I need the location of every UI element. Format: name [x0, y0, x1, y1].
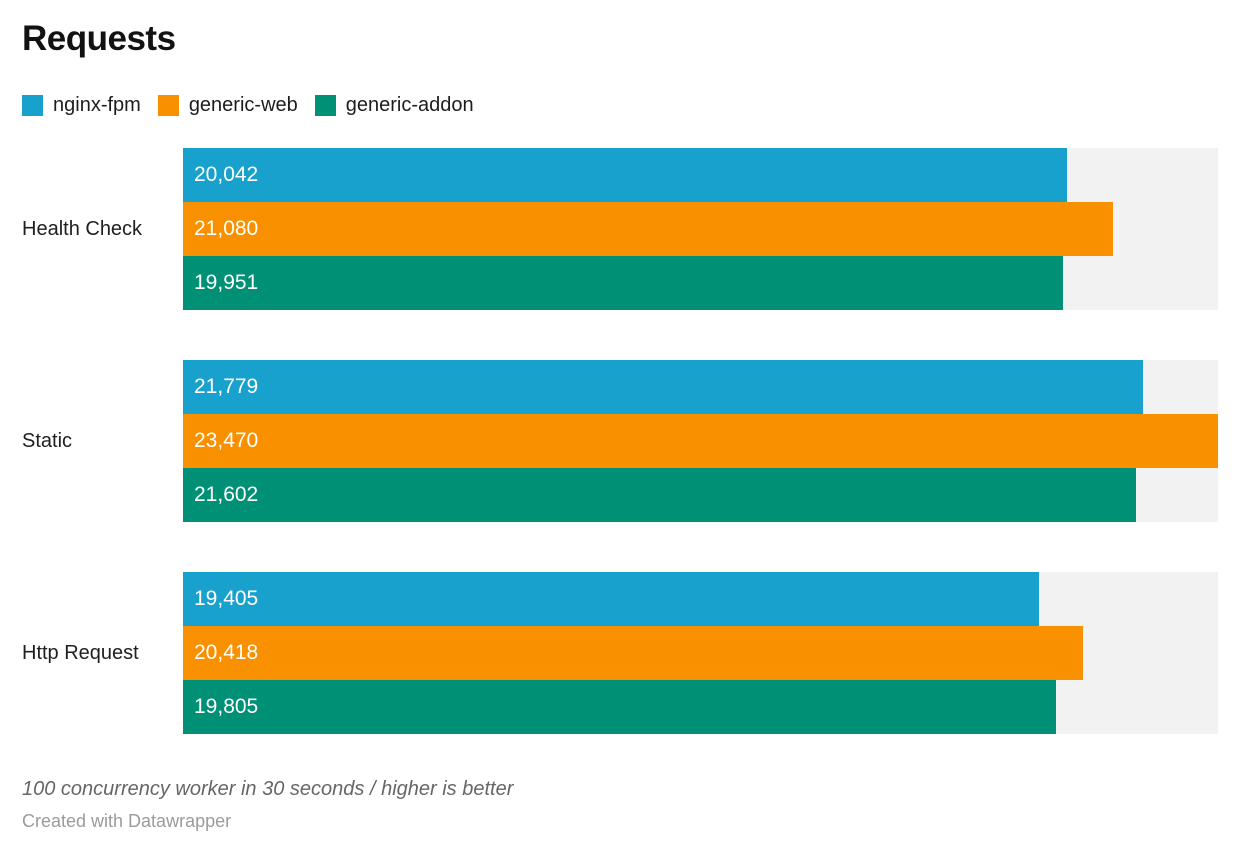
legend-swatch-teal — [314, 94, 336, 116]
bar-track: 19,951 — [183, 255, 1218, 310]
bar-group-health-check: Health Check 20,042 21,080 19,951 — [22, 147, 1218, 310]
category-label: Health Check — [22, 217, 143, 240]
bar-nginx-fpm: 20,042 — [183, 147, 1067, 202]
bar-plot: Health Check 20,042 21,080 19,951 — [22, 147, 1218, 734]
category-label: Http Request — [22, 641, 139, 664]
chart-note: 100 concurrency worker in 30 seconds / h… — [22, 777, 514, 800]
chart-container: Requests nginx-fpm generic-web generic-a… — [22, 19, 1218, 734]
datawrapper-credit-link[interactable]: Created with Datawrapper — [22, 810, 232, 831]
bar-value-label: 21,080 — [194, 216, 259, 240]
bar-track: 23,470 — [183, 413, 1218, 468]
bar-value-label: 21,602 — [194, 482, 259, 506]
legend-swatch-orange — [157, 94, 179, 116]
bar-generic-addon: 21,602 — [183, 467, 1136, 522]
bar-stack: 21,779 23,470 21,602 — [183, 359, 1218, 522]
bar-group-static: Static 21,779 23,470 21,602 — [22, 359, 1218, 522]
bar-stack: 20,042 21,080 19,951 — [183, 147, 1218, 310]
bar-track: 19,805 — [183, 679, 1218, 734]
chart-title: Requests — [22, 19, 176, 58]
legend-label: generic-web — [188, 93, 298, 116]
bar-generic-web: 23,470 — [183, 413, 1218, 468]
legend: nginx-fpm generic-web generic-addon — [22, 93, 1218, 118]
bar-value-label: 19,951 — [194, 270, 259, 294]
legend-item-generic-addon: generic-addon — [314, 93, 474, 118]
bar-track: 20,418 — [183, 625, 1218, 680]
bar-value-label: 21,779 — [194, 374, 259, 398]
bar-generic-addon: 19,951 — [183, 255, 1063, 310]
legend-label: generic-addon — [345, 93, 474, 116]
bar-value-label: 23,470 — [194, 428, 259, 452]
bar-generic-web: 21,080 — [183, 201, 1113, 256]
bar-group-http-request: Http Request 19,405 20,418 19,805 — [22, 571, 1218, 734]
bar-value-label: 20,418 — [194, 640, 259, 664]
bar-track: 19,405 — [183, 571, 1218, 626]
legend-swatch-blue — [22, 94, 43, 116]
legend-item-nginx-fpm: nginx-fpm — [22, 93, 141, 118]
category-label: Static — [22, 429, 73, 452]
bar-nginx-fpm: 21,779 — [183, 359, 1144, 414]
bar-track: 21,602 — [183, 467, 1218, 522]
bar-track: 21,080 — [183, 201, 1218, 256]
legend-item-generic-web: generic-web — [157, 93, 298, 118]
legend-label: nginx-fpm — [53, 93, 141, 116]
bar-track: 20,042 — [183, 147, 1218, 202]
bar-nginx-fpm: 19,405 — [183, 571, 1039, 626]
bar-track: 21,779 — [183, 359, 1218, 414]
chart-footer: 100 concurrency worker in 30 seconds / h… — [0, 778, 1240, 832]
bar-generic-web: 20,418 — [183, 625, 1084, 680]
bar-value-label: 19,805 — [194, 694, 259, 718]
bar-value-label: 19,405 — [194, 586, 259, 610]
bar-value-label: 20,042 — [194, 162, 259, 186]
bar-stack: 19,405 20,418 19,805 — [183, 571, 1218, 734]
bar-generic-addon: 19,805 — [183, 679, 1057, 734]
